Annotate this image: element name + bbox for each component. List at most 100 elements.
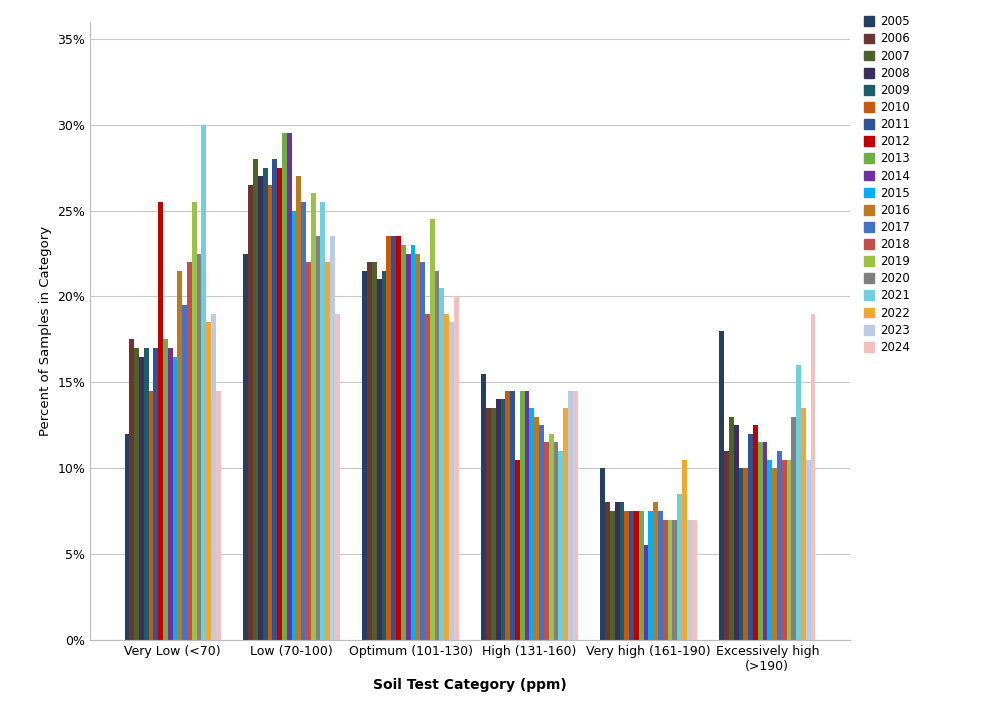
Bar: [782, 459, 787, 640]
Bar: [568, 391, 573, 640]
Legend: 2005, 2006, 2007, 2008, 2009, 2010, 2011, 2012, 2013, 2014, 2015, 2016, 2017, 20: 2005, 2006, 2007, 2008, 2009, 2010, 2011…: [864, 15, 910, 354]
Bar: [491, 408, 496, 640]
Bar: [362, 270, 367, 640]
Bar: [753, 425, 758, 640]
Bar: [386, 236, 391, 640]
Bar: [558, 451, 563, 640]
Bar: [529, 408, 534, 640]
Bar: [743, 468, 748, 640]
Bar: [682, 459, 687, 640]
Bar: [811, 313, 815, 640]
Bar: [801, 408, 806, 640]
Bar: [301, 202, 306, 640]
Bar: [268, 185, 272, 640]
Bar: [534, 417, 539, 640]
Bar: [129, 340, 134, 640]
Bar: [396, 236, 401, 640]
Bar: [692, 520, 697, 640]
Bar: [201, 125, 206, 640]
Bar: [248, 185, 253, 640]
Bar: [439, 288, 444, 640]
Bar: [211, 313, 216, 640]
Bar: [430, 220, 435, 640]
Bar: [734, 425, 739, 640]
Bar: [573, 391, 578, 640]
Bar: [420, 262, 425, 640]
Bar: [767, 459, 772, 640]
Bar: [173, 356, 177, 640]
Bar: [763, 442, 767, 640]
Bar: [481, 374, 486, 640]
Bar: [796, 365, 801, 640]
Y-axis label: Percent of Samples in Category: Percent of Samples in Category: [39, 225, 52, 436]
Bar: [605, 502, 610, 640]
Bar: [158, 202, 163, 640]
Bar: [125, 434, 129, 640]
Bar: [272, 159, 277, 640]
Bar: [168, 348, 173, 640]
Bar: [335, 313, 340, 640]
Bar: [624, 511, 629, 640]
Bar: [639, 511, 644, 640]
Bar: [406, 254, 411, 640]
Bar: [206, 322, 211, 640]
Bar: [187, 262, 192, 640]
Bar: [772, 468, 777, 640]
Bar: [648, 511, 653, 640]
Bar: [663, 520, 668, 640]
Bar: [791, 417, 796, 640]
Bar: [549, 434, 554, 640]
Bar: [144, 348, 149, 640]
Bar: [320, 202, 325, 640]
Bar: [330, 236, 335, 640]
Bar: [515, 459, 520, 640]
Bar: [510, 391, 515, 640]
Bar: [687, 520, 692, 640]
Bar: [620, 502, 624, 640]
Bar: [311, 193, 316, 640]
Bar: [253, 159, 258, 640]
Bar: [729, 417, 734, 640]
Bar: [610, 511, 615, 640]
Bar: [401, 245, 406, 640]
Bar: [372, 262, 377, 640]
Bar: [520, 391, 525, 640]
Bar: [486, 408, 491, 640]
Bar: [501, 399, 505, 640]
Bar: [672, 520, 677, 640]
Bar: [377, 279, 382, 640]
Bar: [139, 356, 144, 640]
Bar: [277, 168, 282, 640]
Bar: [367, 262, 372, 640]
Bar: [296, 177, 301, 640]
Bar: [287, 133, 292, 640]
Bar: [153, 348, 158, 640]
Bar: [644, 545, 648, 640]
Bar: [382, 270, 386, 640]
Bar: [435, 270, 439, 640]
Bar: [411, 245, 415, 640]
Bar: [149, 391, 153, 640]
Bar: [306, 262, 311, 640]
Bar: [563, 408, 568, 640]
Bar: [653, 502, 658, 640]
Bar: [243, 254, 248, 640]
Bar: [600, 468, 605, 640]
Bar: [454, 297, 459, 640]
Bar: [787, 459, 791, 640]
Bar: [748, 434, 753, 640]
Bar: [539, 425, 544, 640]
Bar: [134, 348, 139, 640]
Bar: [668, 520, 672, 640]
Bar: [292, 211, 296, 640]
Bar: [316, 236, 320, 640]
Bar: [263, 168, 268, 640]
Bar: [719, 331, 724, 640]
Bar: [192, 202, 197, 640]
Bar: [163, 340, 168, 640]
Bar: [677, 494, 682, 640]
Bar: [449, 322, 454, 640]
Bar: [505, 391, 510, 640]
Bar: [525, 391, 529, 640]
Bar: [325, 262, 330, 640]
